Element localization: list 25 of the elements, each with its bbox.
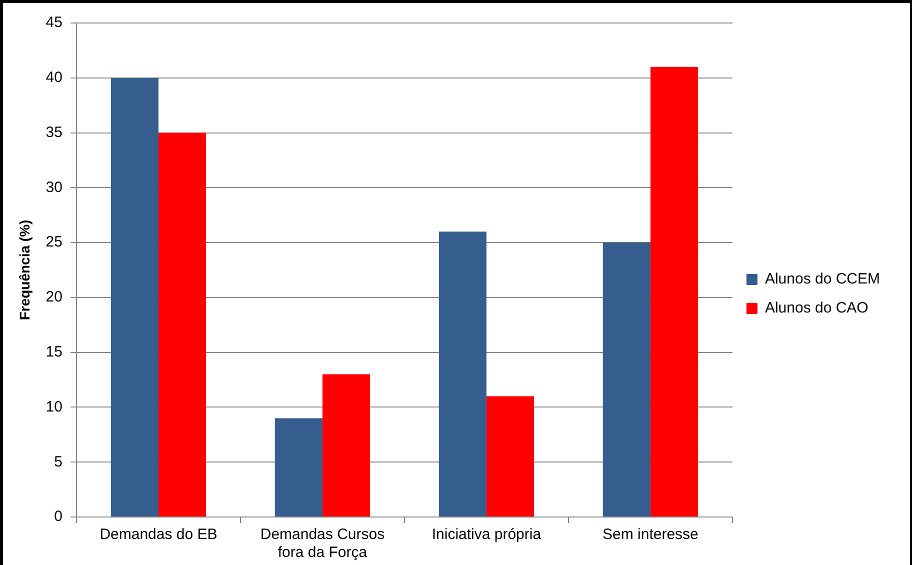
x-tick-label: Demandas Cursos fora da Força (260, 526, 385, 562)
bar (486, 396, 534, 516)
legend-label: Alunos do CAO (764, 300, 868, 317)
y-tick-label: 45 (46, 14, 62, 32)
y-tick-label: 35 (46, 124, 62, 141)
y-tick-label: 20 (46, 288, 62, 306)
bar (274, 418, 322, 516)
bar (322, 374, 370, 516)
bar (602, 242, 650, 516)
legend-label: Alunos do CCEM (764, 270, 880, 288)
y-tick-label: 5 (54, 453, 62, 470)
bar (110, 78, 158, 516)
x-tick-label: Demandas do EB (100, 526, 218, 544)
x-tick-label: Iniciativa própria (432, 526, 542, 544)
y-tick-label: 25 (46, 234, 62, 251)
y-tick-label: 15 (46, 343, 62, 360)
y-axis-title: Frequência (%) (16, 220, 32, 320)
bar (650, 66, 698, 516)
y-tick-label: 10 (46, 398, 62, 416)
x-tick-label: Sem interesse (602, 526, 698, 544)
y-tick-label: 30 (46, 178, 62, 196)
y-tick-label: 0 (54, 508, 62, 526)
bar (158, 132, 206, 516)
y-tick-label: 40 (46, 69, 62, 86)
bar (438, 232, 486, 516)
